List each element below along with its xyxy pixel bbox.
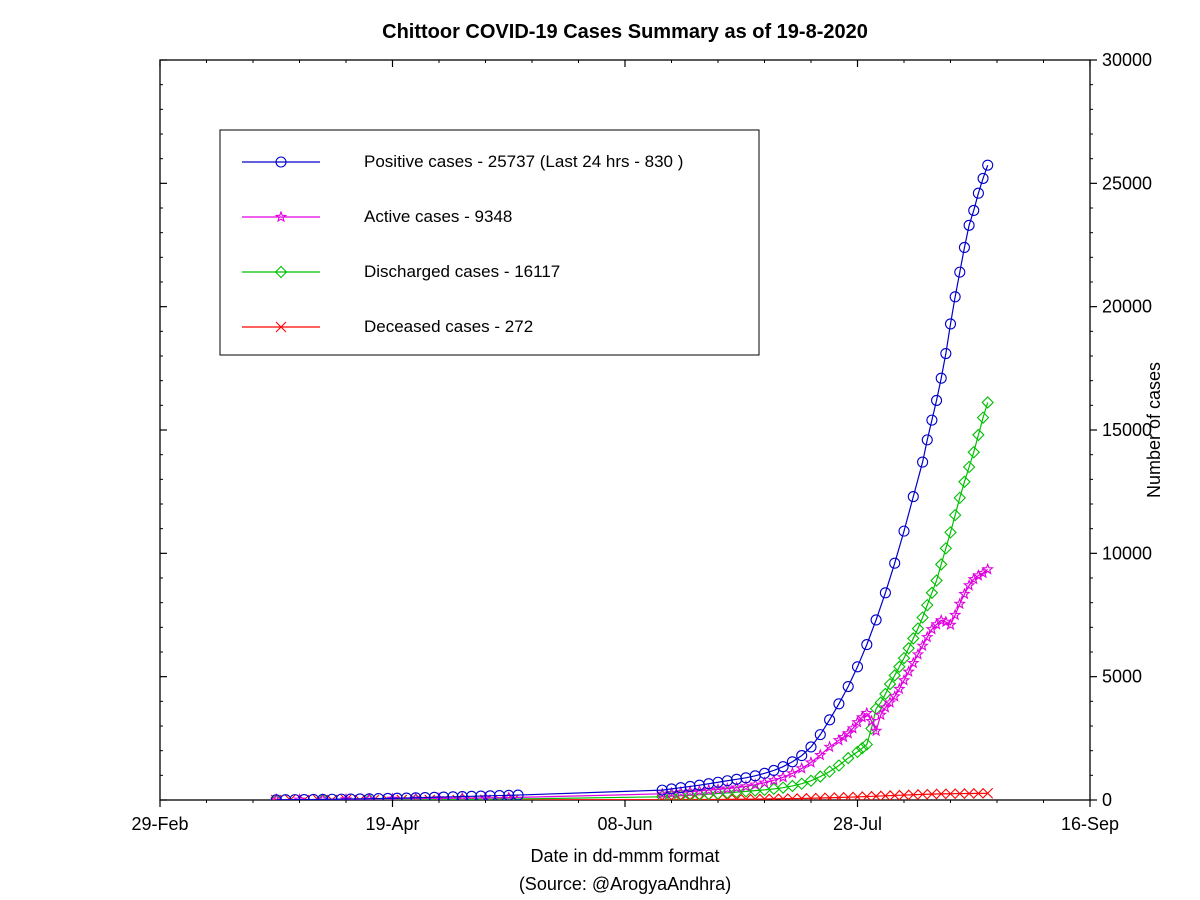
x-tick-label: 29-Feb	[131, 814, 188, 834]
y-tick-label: 25000	[1102, 173, 1152, 193]
x-axis-label-1: Date in dd-mmm format	[530, 846, 719, 866]
x-tick-label: 16-Sep	[1061, 814, 1119, 834]
x-tick-label: 19-Apr	[365, 814, 419, 834]
legend-label-discharged: Discharged cases - 16117	[364, 262, 560, 281]
y-tick-label: 30000	[1102, 50, 1152, 70]
x-axis-label-2: (Source: @ArogyaAndhra)	[519, 874, 731, 894]
y-axis-label: Number of cases	[1144, 362, 1164, 498]
chart-title: Chittoor COVID-19 Cases Summary as of 19…	[382, 21, 868, 43]
legend-label-deceased: Deceased cases - 272	[364, 317, 533, 336]
legend-label-active: Active cases - 9348	[364, 207, 512, 226]
y-tick-label: 10000	[1102, 543, 1152, 563]
x-tick-label: 28-Jul	[833, 814, 882, 834]
y-tick-label: 0	[1102, 790, 1112, 810]
series-line-discharged	[276, 402, 987, 800]
legend-label-positive: Positive cases - 25737 (Last 24 hrs - 83…	[364, 152, 683, 171]
legend: Positive cases - 25737 (Last 24 hrs - 83…	[220, 130, 759, 355]
y-tick-label: 20000	[1102, 297, 1152, 317]
chart-svg: Chittoor COVID-19 Cases Summary as of 19…	[0, 0, 1200, 900]
chart-container: Chittoor COVID-19 Cases Summary as of 19…	[0, 0, 1200, 900]
x-tick-label: 08-Jun	[597, 814, 652, 834]
y-tick-label: 5000	[1102, 667, 1142, 687]
